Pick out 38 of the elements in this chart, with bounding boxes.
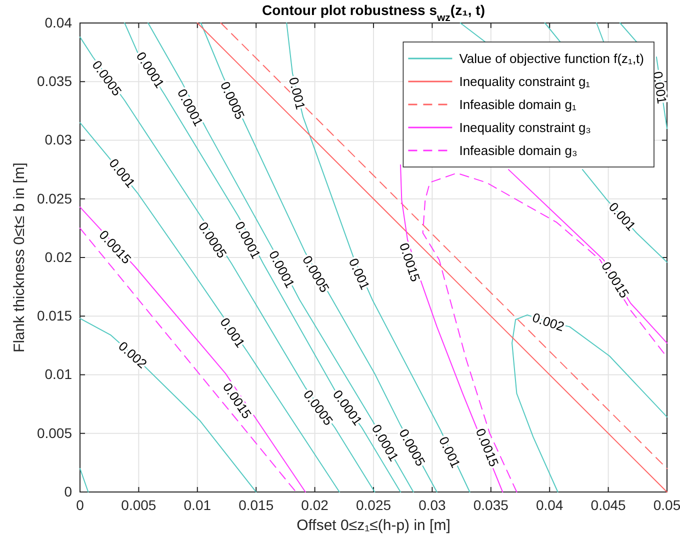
legend-label: Infeasible domain g₁ xyxy=(459,97,577,112)
y-tick-label: 0.01 xyxy=(44,366,72,382)
y-tick-label: 0.03 xyxy=(44,132,72,148)
x-tick-label: 0.035 xyxy=(473,496,509,513)
y-axis-title: Flank thickness 0≤t≤ b in [m] xyxy=(11,162,28,352)
x-tick-label: 0.025 xyxy=(356,496,392,513)
annotation: 0.0015 xyxy=(396,240,424,284)
x-tick-label: 0.02 xyxy=(301,496,329,513)
x-axis-title: Offset 0≤z₁≤(h-p) in [m] xyxy=(296,517,450,534)
line-series xyxy=(508,169,668,344)
x-tick-label: 0.045 xyxy=(590,496,626,513)
legend-label: Inequality constraint g₃ xyxy=(459,120,591,136)
y-tick-label: 0.005 xyxy=(36,424,72,441)
legend-label: Infeasible domain g₃ xyxy=(459,143,578,158)
y-tick-label: 0.04 xyxy=(44,14,72,30)
y-tick-label: 0.015 xyxy=(36,308,72,324)
legend-label: Inequality constraint g₁ xyxy=(459,74,591,90)
annotation: 0.001 xyxy=(436,434,464,470)
y-tick-label: 0.02 xyxy=(44,248,72,265)
x-tick-label: 0.01 xyxy=(184,496,212,513)
annotation: 0.001 xyxy=(650,70,670,105)
annotation: 0.002 xyxy=(530,310,566,334)
annotation: 0.0015 xyxy=(472,426,502,469)
x-tick-label: 0.03 xyxy=(418,496,446,513)
x-tick-label: 0.04 xyxy=(536,496,564,513)
legend-label: Value of objective function f(z₁,t) xyxy=(459,51,644,66)
y-tick-label: 0 xyxy=(64,483,72,500)
y-tick-label: 0.035 xyxy=(36,73,72,90)
annotation: 0.001 xyxy=(286,76,308,111)
chart-title: Contour plot robustness s$_{wz}$(z₁, t) xyxy=(262,2,485,24)
x-tick-label: 0.015 xyxy=(238,496,274,513)
line-series xyxy=(80,318,257,492)
annotation: 0.001 xyxy=(346,256,373,292)
line-series xyxy=(512,314,668,492)
x-tick-label: 0.05 xyxy=(653,496,680,513)
x-tick-label: 0 xyxy=(76,496,84,513)
x-tick-label: 0.005 xyxy=(121,496,156,513)
y-tick-label: 0.025 xyxy=(36,190,72,206)
